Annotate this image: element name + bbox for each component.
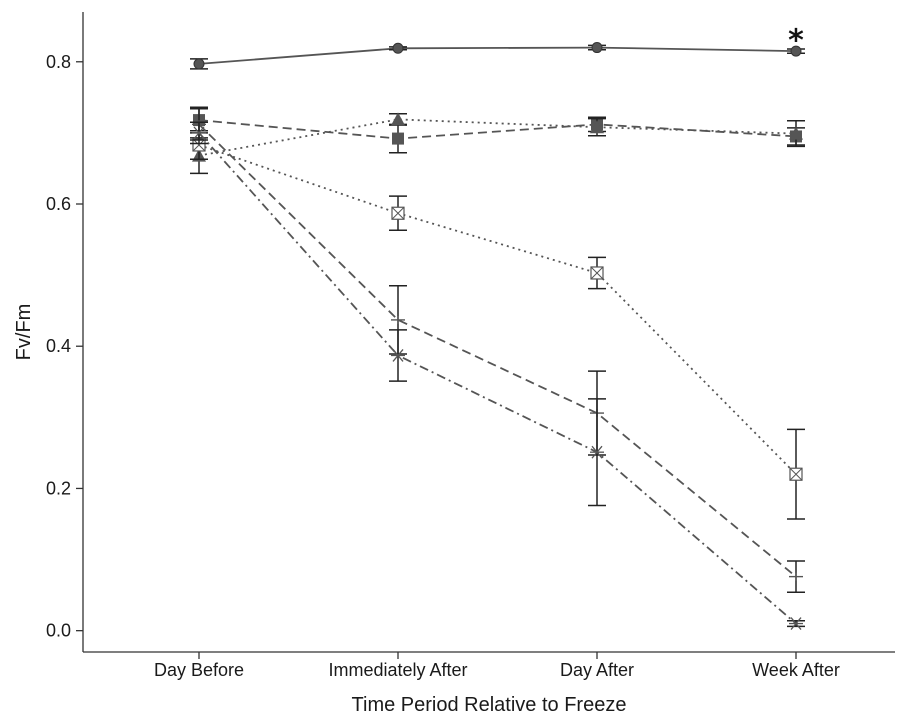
y-tick-label: 0.8 [46, 52, 71, 72]
series-boxed-x [190, 130, 805, 520]
significance-asterisk: * [788, 23, 804, 58]
x-tick-label: Week After [752, 660, 840, 680]
series-layer [190, 42, 805, 630]
circle-marker [193, 58, 205, 70]
circle-marker [591, 42, 603, 54]
y-axis-title: Fv/Fm [13, 304, 35, 361]
circle-marker [790, 45, 802, 57]
annotation-layer: * [788, 23, 804, 58]
square-marker [392, 132, 404, 145]
y-tick-label: 0.4 [46, 336, 71, 356]
asterisk-marker [391, 349, 405, 362]
plus-marker [789, 572, 803, 581]
y-tick-label: 0.6 [46, 194, 71, 214]
x-tick-label: Day Before [154, 660, 244, 680]
series-plus [190, 107, 805, 594]
y-tick-label: 0.2 [46, 478, 71, 498]
series-triangle [190, 112, 805, 175]
series-line [198, 119, 797, 140]
series-line [198, 132, 797, 625]
asterisk-marker [590, 445, 604, 459]
triangle-marker [590, 120, 604, 134]
asterisk-marker [789, 617, 803, 630]
y-ticks: 0.0 0.2 0.4 0.6 0.8 [46, 52, 83, 641]
series-line [198, 118, 797, 157]
series-asterisk [190, 121, 805, 630]
y-tick-label: 0.0 [46, 621, 71, 641]
x-tick-label: Immediately After [328, 660, 467, 680]
axes [82, 12, 895, 653]
x-tick-label: Day After [560, 660, 634, 680]
series-line [198, 46, 797, 65]
plus-marker [391, 315, 405, 324]
triangle-marker [789, 126, 803, 140]
boxed-x-marker [789, 467, 803, 481]
boxed-x-marker [391, 206, 405, 220]
x-ticks: Day Before Immediately After Day After Week… [154, 652, 840, 680]
series-line [198, 123, 797, 578]
boxed-x-marker [590, 266, 604, 280]
circle-marker [392, 42, 404, 54]
asterisk-marker [192, 126, 206, 140]
x-axis-title: Time Period Relative to Freeze [352, 694, 627, 716]
triangle-marker [391, 112, 405, 126]
series-circle [190, 42, 805, 70]
series-line [198, 144, 797, 475]
